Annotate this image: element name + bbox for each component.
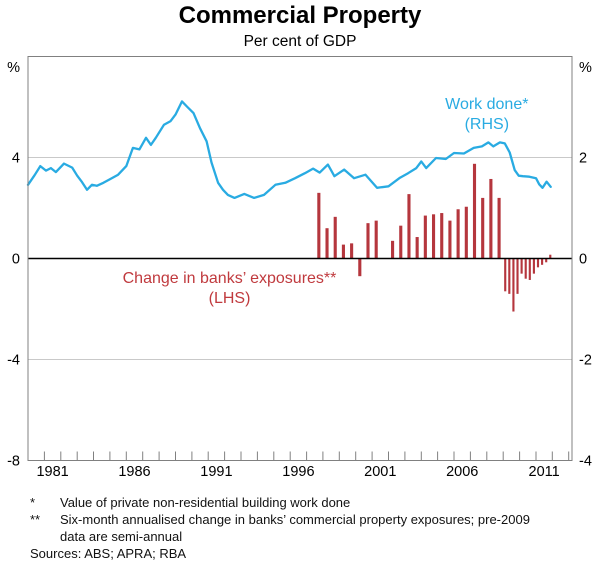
x-axis-year-label: 1996: [282, 464, 314, 480]
exposure-bar: [440, 213, 444, 259]
exposure-bar: [317, 192, 321, 259]
exposure-bar: [481, 197, 485, 259]
left-axis-tick-label: -4: [7, 353, 20, 369]
page-title: Commercial Property: [178, 2, 422, 29]
exposure-bar: [431, 214, 436, 259]
exposure-bar: [489, 178, 493, 259]
x-axis-year-label: 2011: [529, 464, 560, 480]
exposure-bar: [333, 216, 337, 259]
exposure-bar: [508, 258, 511, 294]
left-axis-tick-label: 0: [12, 252, 20, 268]
exposure-bar: [532, 258, 535, 274]
gridlines: [28, 157, 572, 360]
left-axis-unit: %: [7, 60, 20, 76]
x-axis-ticks: [43, 451, 570, 461]
exposure-bar: [456, 209, 460, 259]
exposure-bar: [366, 223, 370, 259]
plot-frame: [27, 56, 573, 461]
exposure-bar: [549, 254, 552, 259]
exposure-bar: [524, 258, 527, 279]
exposure-bar: [545, 258, 548, 263]
series-annotation: (LHS): [209, 290, 251, 307]
exposures-bars: [317, 163, 552, 312]
x-axis-year-label: 2001: [364, 464, 396, 480]
exposure-bar: [407, 194, 411, 259]
left-axis-tick-label: -8: [7, 454, 20, 470]
x-axis-year-label: 1981: [36, 464, 68, 480]
footnote-1: * Value of private non-residential build…: [30, 494, 600, 511]
exposure-bar: [325, 228, 329, 259]
exposure-bar: [504, 258, 507, 292]
exposure-bar: [497, 197, 501, 259]
exposure-bar: [448, 220, 452, 259]
exposure-bar: [464, 206, 468, 259]
right-axis-unit: %: [579, 60, 592, 76]
exposure-bar: [350, 243, 354, 259]
series-annotation: (RHS): [465, 116, 509, 133]
footnote-2: ** Six-month annualised change in banks’…: [30, 511, 600, 545]
exposure-bar: [391, 240, 395, 259]
work-done-line: [26, 100, 552, 200]
right-axis-tick-label: -2: [579, 353, 592, 369]
right-axis-tick-label: 2: [579, 151, 587, 167]
series-annotation: Change in banks’ exposures**: [123, 270, 337, 287]
footnote-2-text: Six-month annualised change in banks’ co…: [60, 512, 530, 544]
exposure-bar: [399, 225, 403, 259]
footnotes: * Value of private non-residential build…: [0, 490, 600, 562]
x-axis-year-label: 1991: [200, 464, 232, 480]
x-axis-year-label: 2006: [446, 464, 478, 480]
exposure-bar: [536, 258, 540, 268]
exposure-bar: [541, 258, 544, 265]
exposure-bar: [472, 163, 477, 259]
left-axis-tick-label: 4: [12, 151, 20, 167]
exposure-bar: [358, 258, 362, 277]
exposure-bar: [528, 258, 531, 280]
footnote-1-marker: *: [30, 495, 36, 510]
footnote-2-marker: **: [30, 512, 41, 527]
sources-line: Sources: ABS; APRA; RBA: [30, 546, 187, 561]
exposure-bar: [374, 220, 378, 259]
exposure-bar: [520, 258, 523, 274]
exposure-bar: [512, 258, 515, 312]
exposure-bar: [415, 237, 419, 259]
exposure-bar: [341, 244, 345, 259]
page-subtitle: Per cent of GDP: [243, 33, 357, 50]
x-axis-year-label: 1986: [118, 464, 150, 480]
exposure-bar: [516, 258, 519, 294]
commercial-property-chart: 1981 1986 1991 1996 2001 2006 2011% 4 0 -4 -8% 2 0 -2…: [7, 56, 592, 480]
exposure-bar: [423, 215, 427, 259]
right-axis-tick-label: -4: [579, 454, 592, 470]
right-axis-tick-label: 0: [579, 252, 587, 268]
footnote-1-text: Value of private non-residential buildin…: [60, 495, 351, 510]
series-annotation: Work done*: [445, 96, 528, 113]
